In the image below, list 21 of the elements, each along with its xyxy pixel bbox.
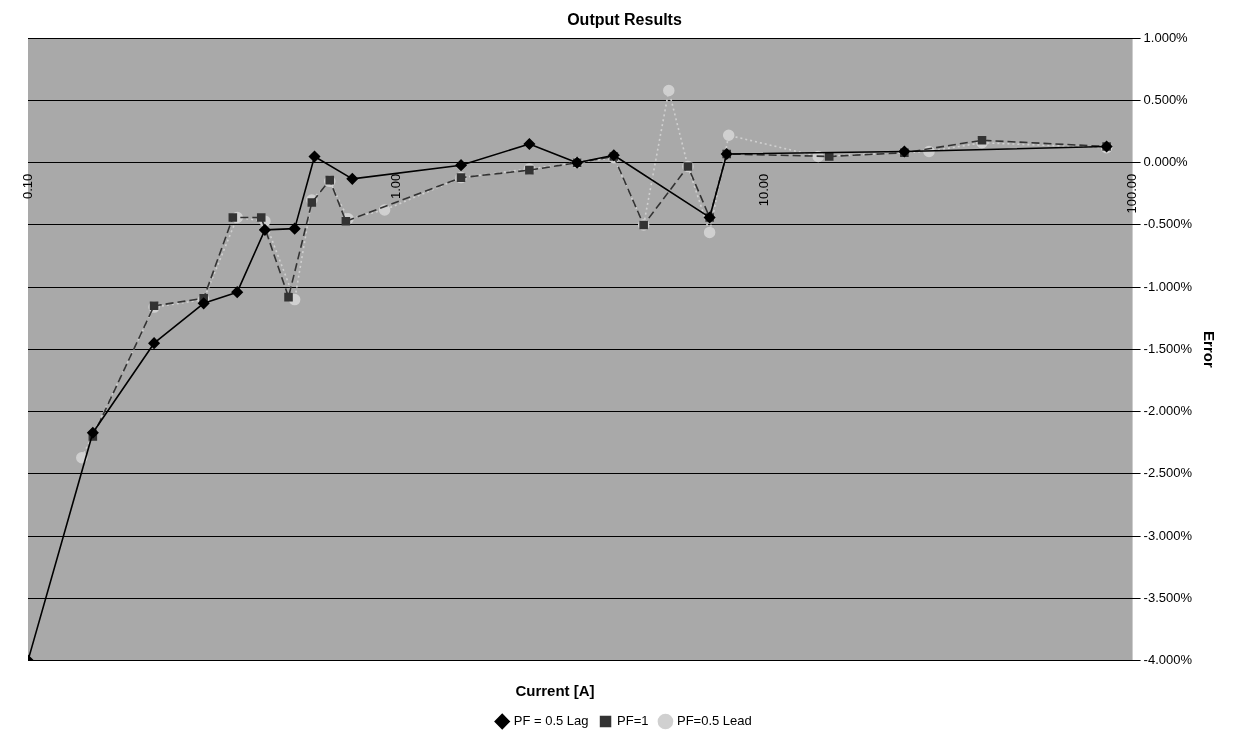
chart-title: Output Results: [567, 11, 682, 29]
y-axis-title: Error: [1200, 331, 1218, 368]
y-tick-label: -4.000%: [1143, 652, 1193, 668]
y-tick-label: -3.000%: [1143, 527, 1193, 543]
x-tick-label: 0.10: [19, 173, 35, 199]
legend-label: PF = 0.5 Lag: [513, 713, 589, 729]
y-tick-label: -1.500%: [1143, 340, 1193, 356]
legend-label: PF=0.5 Lead: [676, 713, 752, 729]
y-tick-label: 0.000%: [1143, 154, 1189, 170]
x-tick-label: 1.00: [387, 173, 403, 199]
y-tick-label: -0.500%: [1143, 216, 1193, 232]
y-tick-label: 0.500%: [1143, 92, 1189, 108]
y-tick-label: -3.500%: [1143, 589, 1193, 605]
y-tick-label: -2.000%: [1143, 403, 1193, 419]
y-tick-label: -2.500%: [1143, 465, 1193, 481]
x-tick-label: 10.00: [755, 173, 771, 207]
legend-label: PF=1: [617, 713, 649, 729]
y-tick-label: 1.000%: [1143, 29, 1189, 45]
x-axis-title: Current [A]: [514, 682, 596, 699]
y-tick-label: -1.000%: [1143, 278, 1193, 294]
x-tick-label: 100.00: [1124, 173, 1140, 214]
